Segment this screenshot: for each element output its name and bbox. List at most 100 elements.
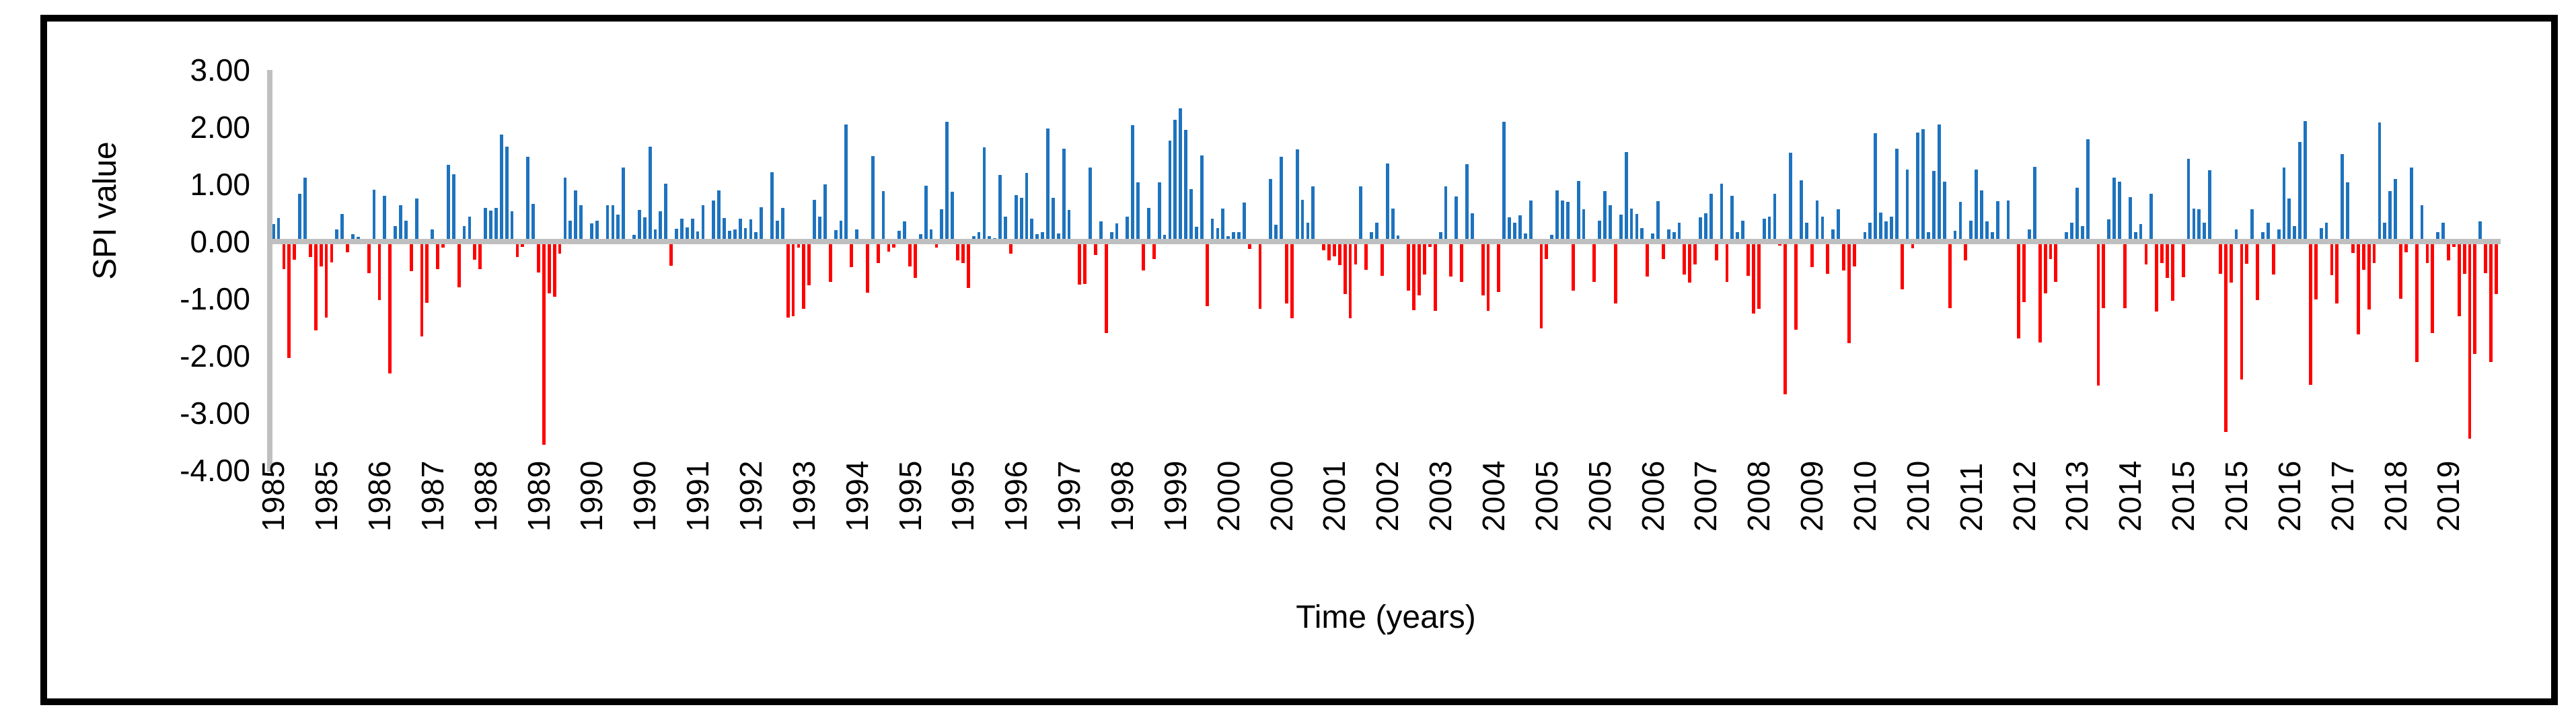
- x-tick-label: 2005: [1529, 460, 1564, 615]
- bar-negative: [2404, 242, 2408, 253]
- bar-positive: [2075, 188, 2079, 242]
- x-tick-label: 1999: [1157, 460, 1193, 615]
- bar-positive: [2086, 139, 2090, 242]
- bar-negative: [1852, 242, 1856, 266]
- x-tick-label: 2018: [2378, 460, 2413, 615]
- bar-positive: [1938, 124, 1941, 242]
- bar-negative: [2155, 242, 2159, 312]
- bar-positive: [531, 203, 535, 242]
- bar-positive: [738, 219, 742, 242]
- bar-negative: [828, 242, 832, 282]
- bar-positive: [924, 185, 928, 242]
- bar-negative: [388, 242, 392, 373]
- bar-negative: [1794, 242, 1798, 330]
- bar-positive: [1990, 231, 1994, 242]
- bar-negative: [2484, 242, 2488, 273]
- x-tick-label: 2003: [1423, 460, 1458, 615]
- x-tick-label: 1997: [1052, 460, 1087, 615]
- bar-positive: [1306, 222, 1310, 242]
- bar-positive: [1385, 164, 1389, 242]
- x-tick-label-text: 1985: [309, 460, 344, 532]
- bar-positive: [1927, 232, 1931, 242]
- bar-negative: [2330, 242, 2334, 276]
- bar-negative: [2361, 242, 2365, 270]
- x-tick-label: 2000: [1264, 460, 1299, 615]
- bar-positive: [977, 231, 981, 242]
- bar-positive: [1062, 149, 1066, 242]
- x-tick-label-text: 2005: [1529, 460, 1564, 532]
- bar-negative: [1423, 242, 1426, 275]
- x-tick-label-text: 1993: [786, 460, 821, 532]
- bar-negative: [542, 242, 546, 445]
- bar-positive: [394, 226, 397, 242]
- bar-positive: [1184, 130, 1187, 242]
- bar-negative: [1104, 242, 1108, 333]
- bar-positive: [675, 229, 678, 242]
- bar-positive: [494, 207, 498, 242]
- bar-negative: [2245, 242, 2249, 264]
- bar-positive: [1529, 200, 1533, 242]
- y-tick-label: 3.00: [190, 52, 250, 87]
- bar-positive: [1194, 226, 1198, 242]
- bar-negative: [2218, 242, 2222, 275]
- bar-negative: [2144, 242, 2148, 264]
- y-tick-label: -2.00: [180, 338, 250, 373]
- x-tick-label-text: 2004: [1475, 460, 1511, 532]
- bar-negative: [1343, 242, 1347, 295]
- bar-negative: [441, 242, 445, 248]
- bar-negative: [1683, 242, 1687, 275]
- y-axis-line: [267, 70, 272, 472]
- bar-negative: [346, 242, 349, 253]
- bar-positive: [1444, 186, 1448, 242]
- bar-negative: [457, 242, 461, 287]
- bar-negative: [1948, 242, 1952, 309]
- bar-negative: [2166, 242, 2169, 279]
- x-tick-label: 2016: [2272, 460, 2307, 615]
- x-tick-label: 2007: [1688, 460, 1723, 615]
- bar-negative: [2096, 242, 2100, 386]
- bar-negative: [807, 242, 811, 285]
- bar-positive: [1672, 231, 1676, 242]
- bar-positive: [770, 172, 774, 242]
- bar-positive: [823, 184, 827, 242]
- x-tick-label-text: 2006: [1635, 460, 1670, 532]
- bar-positive: [1879, 212, 1883, 242]
- bar-positive: [2065, 231, 2069, 242]
- bar-negative: [2431, 242, 2435, 333]
- bar-negative: [1911, 242, 1915, 249]
- bar-positive: [918, 233, 922, 242]
- bar-positive: [1884, 221, 1888, 242]
- bar-positive: [2277, 229, 2281, 242]
- bar-positive: [404, 220, 408, 242]
- bar-negative: [797, 242, 801, 248]
- bar-positive: [372, 189, 376, 242]
- bar-negative: [2468, 242, 2472, 439]
- bar-positive: [2287, 198, 2291, 242]
- bar-positive: [2149, 193, 2154, 242]
- bar-positive: [1773, 193, 1777, 242]
- bar-positive: [1720, 184, 1724, 242]
- bar-positive: [1995, 201, 1999, 242]
- bar-positive: [1391, 208, 1395, 242]
- bar-positive: [2266, 222, 2270, 242]
- bar-negative: [1714, 242, 1718, 261]
- bar-positive: [1799, 180, 1803, 242]
- bar-positive: [1359, 186, 1363, 242]
- bar-positive: [605, 205, 610, 242]
- bar-negative: [2256, 242, 2259, 300]
- bar-negative: [2314, 242, 2318, 299]
- bar-negative: [1083, 242, 1087, 284]
- bar-positive: [1868, 222, 1872, 242]
- bar-positive: [1396, 235, 1400, 242]
- x-tick-label-text: 1999: [1157, 460, 1193, 532]
- bar-negative: [1433, 242, 1437, 311]
- bar-negative: [786, 242, 790, 318]
- x-tick-label: 1989: [521, 460, 556, 615]
- bar-positive: [1980, 190, 1983, 242]
- bar-positive: [940, 209, 944, 242]
- bar-negative: [2049, 242, 2053, 259]
- bar-negative: [1290, 242, 1294, 318]
- x-tick-label-text: 1997: [1052, 460, 1087, 532]
- bar-positive: [1046, 128, 1050, 242]
